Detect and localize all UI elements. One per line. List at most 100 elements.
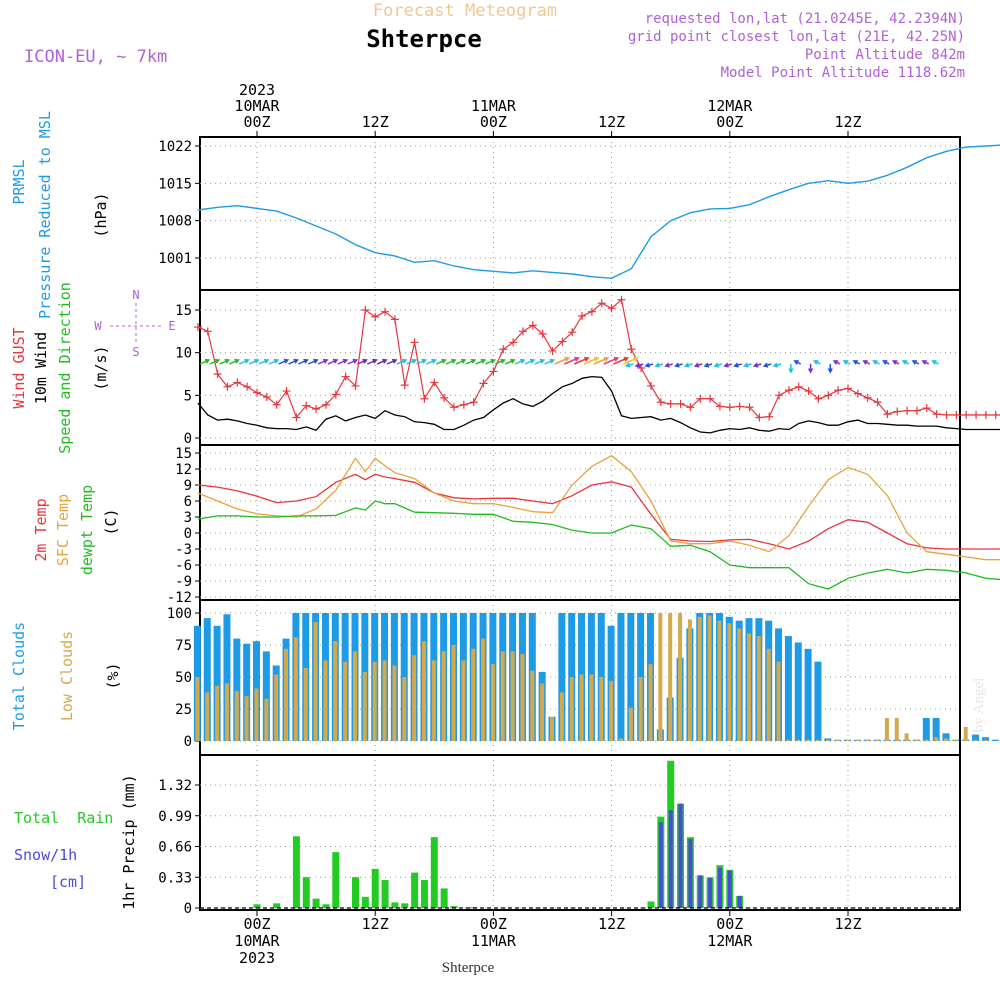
gust-marker <box>962 410 971 419</box>
requested-coords: requested lon,lat (21.0245E, 42.2394N) <box>645 11 965 27</box>
wind-direction-arrow <box>426 358 437 365</box>
wind-direction-arrow <box>644 362 654 368</box>
wind-direction-arrow <box>317 358 329 365</box>
gust-marker <box>942 410 951 419</box>
rain-bar <box>322 904 330 908</box>
wind-direction-arrow <box>674 362 683 368</box>
gust-marker <box>686 403 695 412</box>
wind-direction-arrow <box>573 356 590 365</box>
wind-direction-arrow <box>347 358 359 365</box>
total-cloud-bar <box>814 661 822 741</box>
wind-direction-arrow <box>583 356 600 365</box>
top-time-label: 12MAR <box>707 97 753 115</box>
gust-marker <box>253 388 261 397</box>
wind-direction-arrow <box>872 360 880 365</box>
total-cloud-bar <box>558 613 566 741</box>
wind-direction-arrow <box>654 362 664 368</box>
temp-unit: (C) <box>102 508 120 535</box>
gust-marker <box>243 382 252 391</box>
low-cloud-bar <box>244 696 249 741</box>
wind-direction-arrow <box>219 358 231 365</box>
bottom-time-label: 12Z <box>362 915 389 933</box>
cloud-tick-label: 25 <box>175 702 192 718</box>
total-cloud-bar <box>233 638 241 741</box>
bottom-time-label: 00Z <box>480 915 507 933</box>
rain-bar <box>647 901 655 908</box>
compass-west: W <box>94 319 102 333</box>
wind-label-1: Wind GUST <box>10 327 28 408</box>
wind-direction-arrow <box>901 360 910 365</box>
gust-marker <box>972 410 981 419</box>
low-cloud-bar <box>983 739 988 741</box>
location-title: Shterpce <box>366 25 482 53</box>
rain-bar <box>391 902 399 908</box>
gust-marker <box>282 387 291 396</box>
wind-direction-arrow <box>298 358 309 365</box>
gust-marker <box>587 307 596 316</box>
wind-label-2: 10m Wind <box>32 332 50 404</box>
low-cloud-bar <box>481 638 486 741</box>
temp-labels: 2m Temp SFC Temp dewpt Temp (C) <box>32 485 120 575</box>
low-cloud-bar <box>412 655 417 741</box>
gust-marker <box>341 372 350 381</box>
rain-bar <box>411 872 419 908</box>
wind-direction-arrow <box>406 358 418 365</box>
wind-direction-arrow <box>337 358 349 365</box>
wind-direction-arrow <box>593 356 610 365</box>
precip-labels: Total Rain Snow/1h [cm] 1hr Precip (mm) <box>14 774 138 909</box>
gust-marker <box>715 402 724 411</box>
wind-direction-arrow <box>827 364 833 374</box>
bottom-time-label: 12Z <box>834 915 861 933</box>
wind-gust-line <box>197 298 1000 419</box>
low-cloud-bar <box>392 665 397 741</box>
total-cloud-bar <box>243 643 251 741</box>
wind-direction-arrow <box>808 364 814 374</box>
low-cloud-bar <box>540 683 545 741</box>
low-cloud-bar <box>944 738 948 741</box>
snow-bar <box>737 895 742 908</box>
low-cloud-bar <box>865 739 870 741</box>
gust-marker <box>735 402 744 411</box>
rain-bar <box>292 836 300 908</box>
low-cloud-bar <box>609 680 614 741</box>
low-cloud-bar <box>727 623 732 741</box>
low-cloud-bar <box>973 739 978 741</box>
top-time-label: 00Z <box>716 113 743 131</box>
cloud-label-1: Total Clouds <box>10 622 28 730</box>
temp-tick-label: -12 <box>167 590 192 606</box>
low-cloud-bar <box>402 677 407 741</box>
temp-dewpt-line <box>197 500 1000 590</box>
low-cloud-bar <box>559 692 564 741</box>
low-cloud-bar <box>431 660 436 741</box>
wind-direction-arrow <box>229 358 240 365</box>
wind-direction-arrow <box>238 358 250 365</box>
gust-marker <box>538 329 547 338</box>
gust-marker <box>568 328 577 337</box>
rain-bar <box>440 888 448 908</box>
snow-bar <box>698 875 703 908</box>
low-cloud-bar <box>678 613 683 741</box>
model-altitude: Model Point Altitude 1118.62m <box>721 65 965 81</box>
low-cloud-bar <box>382 660 387 741</box>
wind-direction-arrow <box>416 358 428 365</box>
low-cloud-bar <box>796 739 801 741</box>
gust-marker <box>193 323 202 332</box>
top-time-label: 00Z <box>243 113 270 131</box>
wind-unit: (m/s) <box>92 345 110 390</box>
gust-marker <box>351 381 360 390</box>
low-cloud-bar <box>205 692 210 741</box>
wind-tick-label: 10 <box>175 346 192 362</box>
model-name: ICON-EU, ~ 7km <box>24 47 167 67</box>
wind-direction-arrow <box>534 358 546 365</box>
wind-speed-line <box>197 375 1000 434</box>
wind-direction-arrow <box>752 362 762 368</box>
pressure-unit: (hPa) <box>92 192 110 237</box>
rain-bar <box>273 903 281 908</box>
wind-direction-arrow <box>435 358 447 365</box>
top-time-label: 10MAR <box>234 97 280 115</box>
low-cloud-bar <box>963 726 968 741</box>
temp-sfc-line <box>197 454 1000 561</box>
top-time-label: 12Z <box>598 113 625 131</box>
low-cloud-bar <box>451 645 456 741</box>
low-cloud-bar <box>224 683 229 741</box>
